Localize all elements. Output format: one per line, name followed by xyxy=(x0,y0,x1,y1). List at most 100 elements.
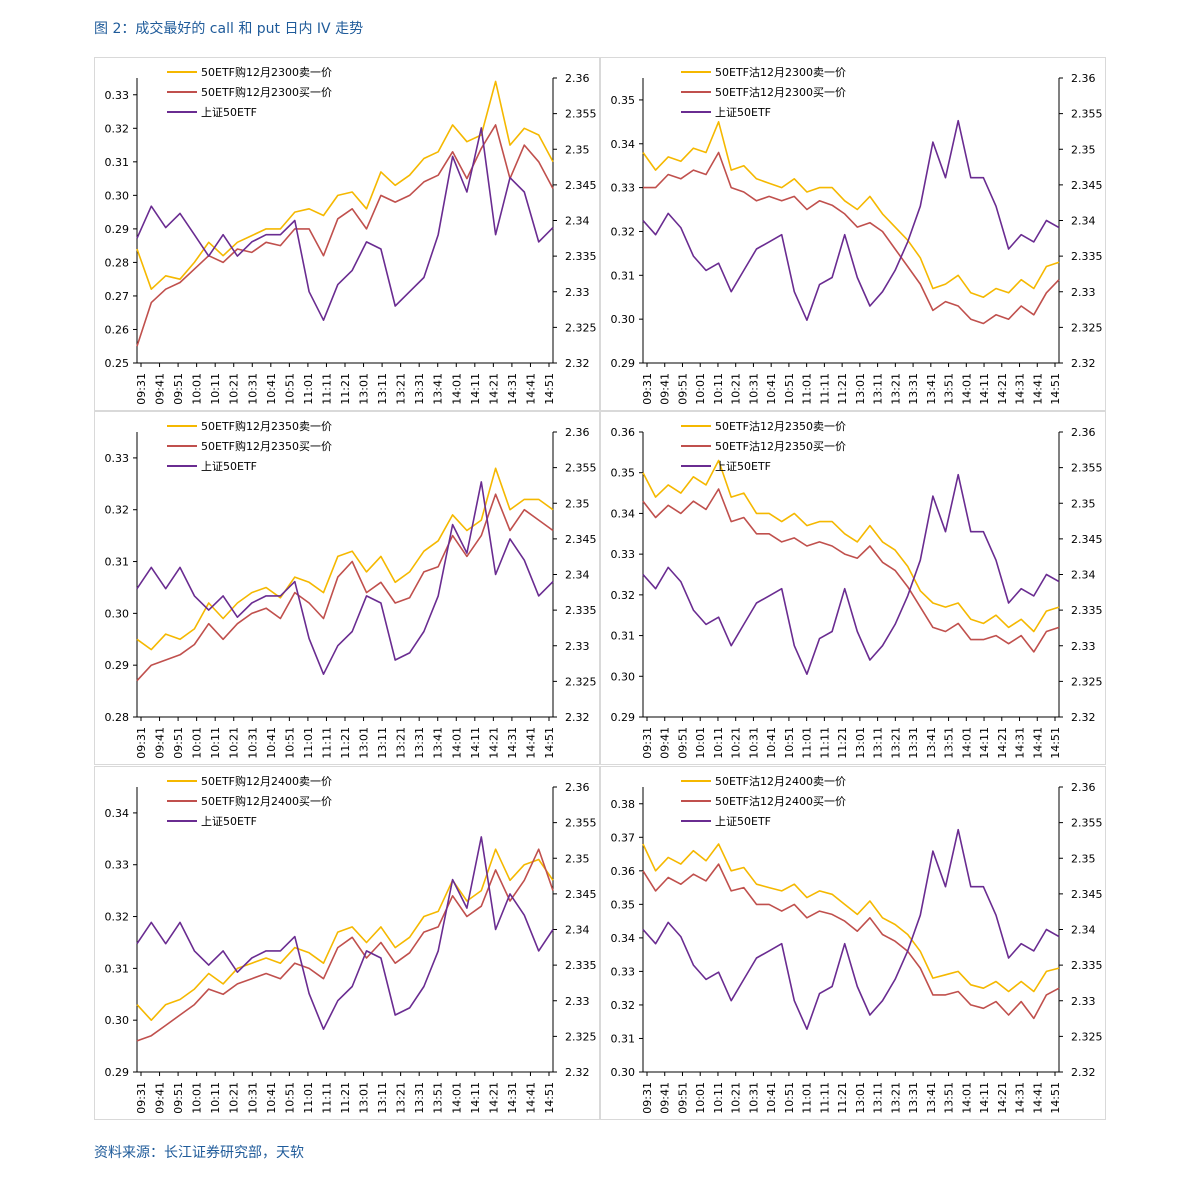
y-right-tick-label: 2.355 xyxy=(565,108,597,121)
y-right-tick-label: 2.33 xyxy=(1071,286,1096,299)
x-tick-label: 14:21 xyxy=(487,1082,500,1114)
y-right-tick-label: 2.33 xyxy=(1071,640,1096,653)
y-left-tick-label: 0.33 xyxy=(105,89,130,102)
chart-1-svg: 0.25 0.26 0.27 0.28 0.29 0.30 0.31 0.32 0.33 2.32… xyxy=(105,65,597,405)
y-right-tick-label: 2.335 xyxy=(1071,250,1103,263)
x-tick-label: 14:01 xyxy=(450,727,463,759)
axes: 0.25 0.26 0.27 0.28 0.29 0.30 0.31 0.32 0.33 2.32… xyxy=(105,72,597,405)
chart-6-svg: 0.30 0.31 0.32 0.33 0.34 0.35 0.36 0.37 0.38 2.32… xyxy=(611,775,1103,1114)
y-left-tick-label: 0.33 xyxy=(105,859,130,872)
x-tick-label: 13:01 xyxy=(854,727,867,759)
y-left-tick-label: 0.30 xyxy=(611,313,636,326)
x-tick-label: 09:31 xyxy=(641,727,654,759)
legend-label: 50ETF沽12月2300买一价 xyxy=(715,86,846,99)
x-tick-label: 13:41 xyxy=(925,373,938,405)
y-left-tick-label: 0.31 xyxy=(105,556,130,569)
series-line-3 xyxy=(642,473,1060,675)
y-left-tick-label: 0.30 xyxy=(105,1014,130,1027)
y-right-tick-label: 2.355 xyxy=(1071,462,1103,475)
x-tick-label: 11:11 xyxy=(818,1082,831,1114)
y-right-tick-label: 2.32 xyxy=(1071,711,1096,724)
y-left-tick-label: 0.35 xyxy=(611,94,636,107)
x-tick-label: 11:21 xyxy=(836,1082,849,1114)
legend-label: 50ETF购12月2300卖一价 xyxy=(201,65,332,79)
x-tick-label: 11:11 xyxy=(320,1082,333,1114)
x-tick-label: 14:11 xyxy=(469,727,482,759)
y-left-tick-label: 0.27 xyxy=(105,290,130,303)
x-tick-label: 13:11 xyxy=(376,727,389,759)
x-tick-label: 14:31 xyxy=(1014,727,1027,759)
x-tick-label: 09:41 xyxy=(154,1082,167,1114)
x-tick-label: 10:31 xyxy=(747,727,760,759)
y-left-tick-label: 0.34 xyxy=(105,807,130,820)
x-tick-label: 14:41 xyxy=(524,373,537,405)
y-left-tick-label: 0.35 xyxy=(611,898,636,911)
x-tick-label: 14:41 xyxy=(1031,373,1044,405)
x-tick-label: 10:01 xyxy=(694,373,707,405)
y-left-tick-label: 0.36 xyxy=(611,865,636,878)
x-tick-label: 11:11 xyxy=(320,727,333,759)
y-right-tick-label: 2.34 xyxy=(565,569,590,582)
y-right-tick-label: 2.335 xyxy=(565,250,597,263)
chart-panel-3: 0.28 0.29 0.30 0.31 0.32 0.33 2.32 2.325 2.33 2.3… xyxy=(94,411,600,765)
x-tick-label: 10:01 xyxy=(191,727,204,759)
y-left-tick-label: 0.31 xyxy=(611,630,636,643)
x-tick-label: 14:41 xyxy=(524,1082,537,1114)
y-right-tick-label: 2.32 xyxy=(1071,357,1096,370)
figure-title: 图 2：成交最好的 call 和 put 日内 IV 走势 xyxy=(94,21,364,37)
x-tick-label: 14:11 xyxy=(978,727,991,759)
series-line-2 xyxy=(136,848,554,1042)
x-tick-label: 13:31 xyxy=(907,1082,920,1114)
x-tick-label: 14:51 xyxy=(1049,1082,1062,1114)
chart-2-svg: 0.29 0.30 0.31 0.32 0.33 0.34 0.35 2.32 2.325 2.3… xyxy=(611,66,1103,405)
x-tick-label: 10:21 xyxy=(228,373,241,405)
x-tick-label: 09:51 xyxy=(676,373,689,405)
x-tick-label: 14:11 xyxy=(978,373,991,405)
x-tick-label: 13:11 xyxy=(376,1082,389,1114)
y-right-tick-label: 2.34 xyxy=(1071,215,1096,228)
y-left-tick-label: 0.30 xyxy=(611,1066,636,1079)
x-tick-label: 13:21 xyxy=(889,1082,902,1114)
series-line-2 xyxy=(642,488,1060,653)
y-right-tick-label: 2.33 xyxy=(565,640,590,653)
chart-panel-1: 0.25 0.26 0.27 0.28 0.29 0.30 0.31 0.32 0.33 2.32… xyxy=(94,57,600,411)
y-right-tick-label: 2.325 xyxy=(565,321,597,334)
y-right-tick-label: 2.35 xyxy=(565,497,590,510)
x-tick-label: 14:31 xyxy=(1014,1082,1027,1114)
x-tick-label: 09:41 xyxy=(659,727,672,759)
x-tick-label: 14:21 xyxy=(996,727,1009,759)
x-tick-label: 11:21 xyxy=(339,1082,352,1114)
chart-panel-5: 0.29 0.30 0.31 0.32 0.33 0.34 2.32 2.325 2.33 2.3… xyxy=(94,766,600,1120)
x-tick-label: 10:31 xyxy=(747,373,760,405)
y-right-tick-label: 2.345 xyxy=(1071,888,1103,901)
x-tick-label: 09:51 xyxy=(172,373,185,405)
x-tick-label: 13:01 xyxy=(854,1082,867,1114)
chart-5-svg: 0.29 0.30 0.31 0.32 0.33 0.34 2.32 2.325 2.33 2.3… xyxy=(105,774,597,1114)
y-left-tick-label: 0.28 xyxy=(105,711,130,724)
x-tick-label: 14:41 xyxy=(524,727,537,759)
x-tick-label: 10:01 xyxy=(191,373,204,405)
x-tick-label: 09:31 xyxy=(135,727,148,759)
x-tick-label: 13:51 xyxy=(943,373,956,405)
chart-3-svg: 0.28 0.29 0.30 0.31 0.32 0.33 2.32 2.325 2.33 2.3… xyxy=(105,419,597,759)
axes: 0.30 0.31 0.32 0.33 0.34 0.35 0.36 0.37 0.38 2.32… xyxy=(611,781,1103,1114)
y-left-tick-label: 0.34 xyxy=(611,138,636,151)
x-tick-label: 10:11 xyxy=(712,1082,725,1114)
x-tick-label: 09:51 xyxy=(172,727,185,759)
x-tick-label: 13:01 xyxy=(358,1082,371,1114)
x-tick-label: 10:21 xyxy=(730,727,743,759)
x-tick-label: 10:51 xyxy=(283,727,296,759)
x-tick-label: 10:21 xyxy=(730,373,743,405)
x-tick-label: 10:31 xyxy=(747,1082,760,1114)
y-right-tick-label: 2.325 xyxy=(1071,321,1103,334)
y-right-tick-label: 2.32 xyxy=(1071,1066,1096,1079)
y-right-tick-label: 2.36 xyxy=(1071,72,1096,85)
y-left-tick-label: 0.32 xyxy=(105,504,130,517)
y-left-tick-label: 0.34 xyxy=(611,507,636,520)
y-right-tick-label: 2.355 xyxy=(565,817,597,830)
y-left-tick-label: 0.37 xyxy=(611,831,636,844)
series-line-3 xyxy=(136,481,554,675)
y-right-tick-label: 2.35 xyxy=(565,143,590,156)
